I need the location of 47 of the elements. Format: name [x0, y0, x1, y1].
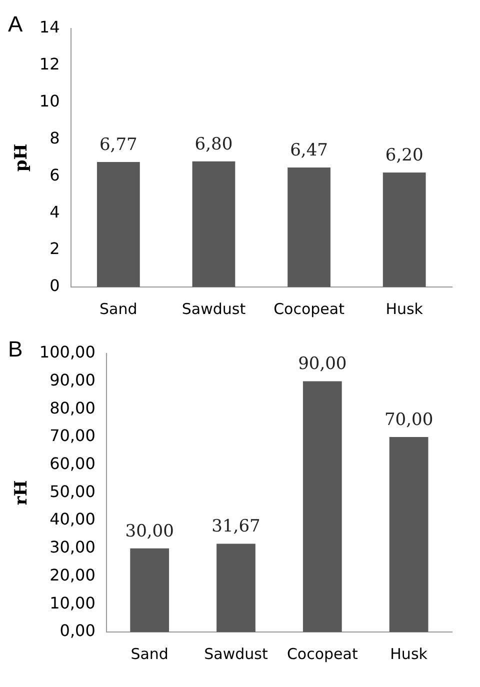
bar [216, 544, 256, 632]
x-tick-label: Sawdust [204, 644, 268, 663]
y-tick-label: 50,00 [50, 482, 96, 501]
data-label: 6,47 [290, 140, 328, 160]
y-tick-label: 80,00 [50, 398, 96, 418]
y-tick-label: 70,00 [50, 426, 96, 446]
y-tick-label: 30,00 [50, 538, 96, 557]
chart-title: A [8, 11, 23, 36]
data-label: 6,80 [194, 134, 233, 154]
x-tick-label: Husk [386, 300, 424, 318]
data-label: 90,00 [298, 354, 347, 374]
y-tick-label: 2 [50, 239, 60, 258]
y-tick-label: 4 [50, 202, 60, 222]
y-tick-label: 0,00 [60, 621, 96, 640]
data-label: 70,00 [384, 410, 434, 430]
x-tick-label: Cocopeat [286, 644, 358, 663]
bar [130, 548, 170, 632]
x-tick-label: Sand [130, 644, 168, 663]
y-tick-label: 0 [50, 276, 60, 296]
x-tick-label: Cocopeat [274, 300, 345, 318]
y-tick-label: 6 [50, 165, 60, 184]
data-label: 6,20 [385, 145, 424, 166]
data-label: 30,00 [125, 521, 174, 542]
bar [302, 381, 342, 632]
bar [288, 167, 330, 287]
y-tick-label: 12 [39, 54, 60, 74]
y-tick-label: 14 [39, 18, 60, 37]
bar [96, 162, 140, 287]
y-tick-label: 10 [39, 91, 60, 110]
y-tick-label: 40,00 [50, 510, 96, 529]
y-axis-title: rH [12, 480, 32, 506]
data-label: 6,77 [99, 134, 138, 155]
y-tick-label: 90,00 [50, 370, 96, 390]
y-tick-label: 100,00 [39, 342, 96, 362]
data-label: 31,67 [212, 516, 260, 537]
y-tick-label: 10,00 [50, 593, 96, 612]
bar [382, 172, 426, 287]
x-tick-label: Sawdust [182, 300, 246, 318]
bar [192, 161, 236, 287]
x-tick-label: Husk [390, 644, 428, 663]
y-tick-label: 20,00 [50, 565, 96, 584]
y-axis-title: pH [12, 144, 32, 172]
chart-title: B [8, 336, 23, 362]
y-tick-label: 60,00 [50, 454, 96, 473]
x-tick-label: Sand [100, 300, 138, 318]
bar [389, 436, 428, 632]
y-tick-label: 8 [50, 128, 60, 148]
